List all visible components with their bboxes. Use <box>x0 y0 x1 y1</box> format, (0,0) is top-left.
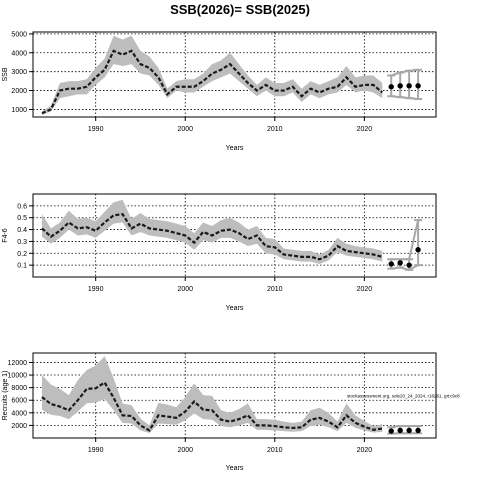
confidence-band <box>41 356 383 433</box>
y-axis-label: SSB <box>2 67 9 81</box>
x-tick-label: 2000 <box>177 447 193 454</box>
forecast-point <box>415 83 421 89</box>
forecast-point <box>397 83 403 89</box>
y-tick-label: 0.3 <box>17 239 27 246</box>
y-tick-label: 3000 <box>11 69 27 76</box>
y-tick-label: 4000 <box>11 410 27 417</box>
forecast-lower-line <box>391 264 419 271</box>
forecast-point <box>415 247 421 253</box>
x-tick-label: 2000 <box>177 126 193 133</box>
x-tick-label: 2010 <box>267 286 283 293</box>
f-panel: 1990 2000 2010 2020 0.1 0.2 0.3 0.4 0.5 0.6 Years F… <box>2 193 437 312</box>
x-tick-label: 2020 <box>357 286 373 293</box>
estimate-line <box>41 381 383 432</box>
y-tick-label: 0.2 <box>17 251 27 258</box>
plot-frame <box>32 352 437 439</box>
y-tick-label: 0.1 <box>17 263 27 270</box>
forecast-point <box>397 260 403 266</box>
forecast-point <box>406 427 412 434</box>
x-axis-label: Years <box>226 465 244 472</box>
x-tick-label: 1990 <box>88 126 104 133</box>
forecast-point <box>388 261 394 267</box>
forecast-point <box>406 83 412 89</box>
confidence-band <box>41 35 383 116</box>
forecast-point <box>388 84 394 90</box>
recruits-panel: 1990 2000 2010 2020 2000 4000 6000 8000 10000 120… <box>2 352 460 472</box>
forecast-upper-line <box>391 219 420 261</box>
y-axis-label: F4-6 <box>2 228 9 243</box>
y-tick-label: 2000 <box>11 88 27 95</box>
y-tick-label: 1000 <box>11 107 27 114</box>
forecast-lower-line <box>391 95 419 101</box>
y-tick-label: 0.5 <box>17 215 27 222</box>
forecast-point <box>415 427 421 434</box>
x-tick-label: 2020 <box>357 126 373 133</box>
forecast-point <box>397 427 403 434</box>
x-tick-label: 2020 <box>357 447 373 454</box>
x-axis-label: Years <box>226 145 244 152</box>
figure-title: SSB(2026)= SSB(2025) <box>170 2 310 17</box>
y-tick-label: 2000 <box>11 423 27 430</box>
estimate-line <box>41 49 383 115</box>
forecast-upper-line <box>390 68 419 77</box>
forecast-point <box>406 262 412 268</box>
x-tick-label: 2000 <box>177 286 193 293</box>
y-tick-label: 0.6 <box>17 203 27 210</box>
panels: 1990 2000 2010 2020 1000 2000 3000 4000 5000 Year… <box>2 31 460 472</box>
x-tick-label: 1990 <box>88 286 104 293</box>
y-tick-label: 10000 <box>8 373 28 380</box>
plot-frame <box>32 193 437 278</box>
x-axis-label: Years <box>226 305 244 312</box>
y-tick-label: 6000 <box>11 398 27 405</box>
y-tick-label: 4000 <box>11 50 27 57</box>
y-tick-label: 8000 <box>11 385 27 392</box>
ssb-panel: 1990 2000 2010 2020 1000 2000 3000 4000 5000 Year… <box>2 31 437 152</box>
y-tick-label: 12000 <box>8 360 28 367</box>
plot-frame <box>32 31 437 118</box>
estimate-line <box>41 212 383 261</box>
x-tick-label: 2010 <box>267 126 283 133</box>
y-axis-label: Recruits (age 1) <box>2 371 9 421</box>
forecast-upper-line <box>391 425 419 429</box>
y-tick-label: 5000 <box>11 31 27 38</box>
source-annotation: stockassessment.org, sole20_24_2024, r18… <box>347 394 460 399</box>
x-tick-label: 1990 <box>88 447 104 454</box>
confidence-band <box>41 199 383 264</box>
y-tick-label: 0.4 <box>17 227 27 234</box>
forecast-point <box>388 428 394 434</box>
x-tick-label: 2010 <box>267 447 283 454</box>
